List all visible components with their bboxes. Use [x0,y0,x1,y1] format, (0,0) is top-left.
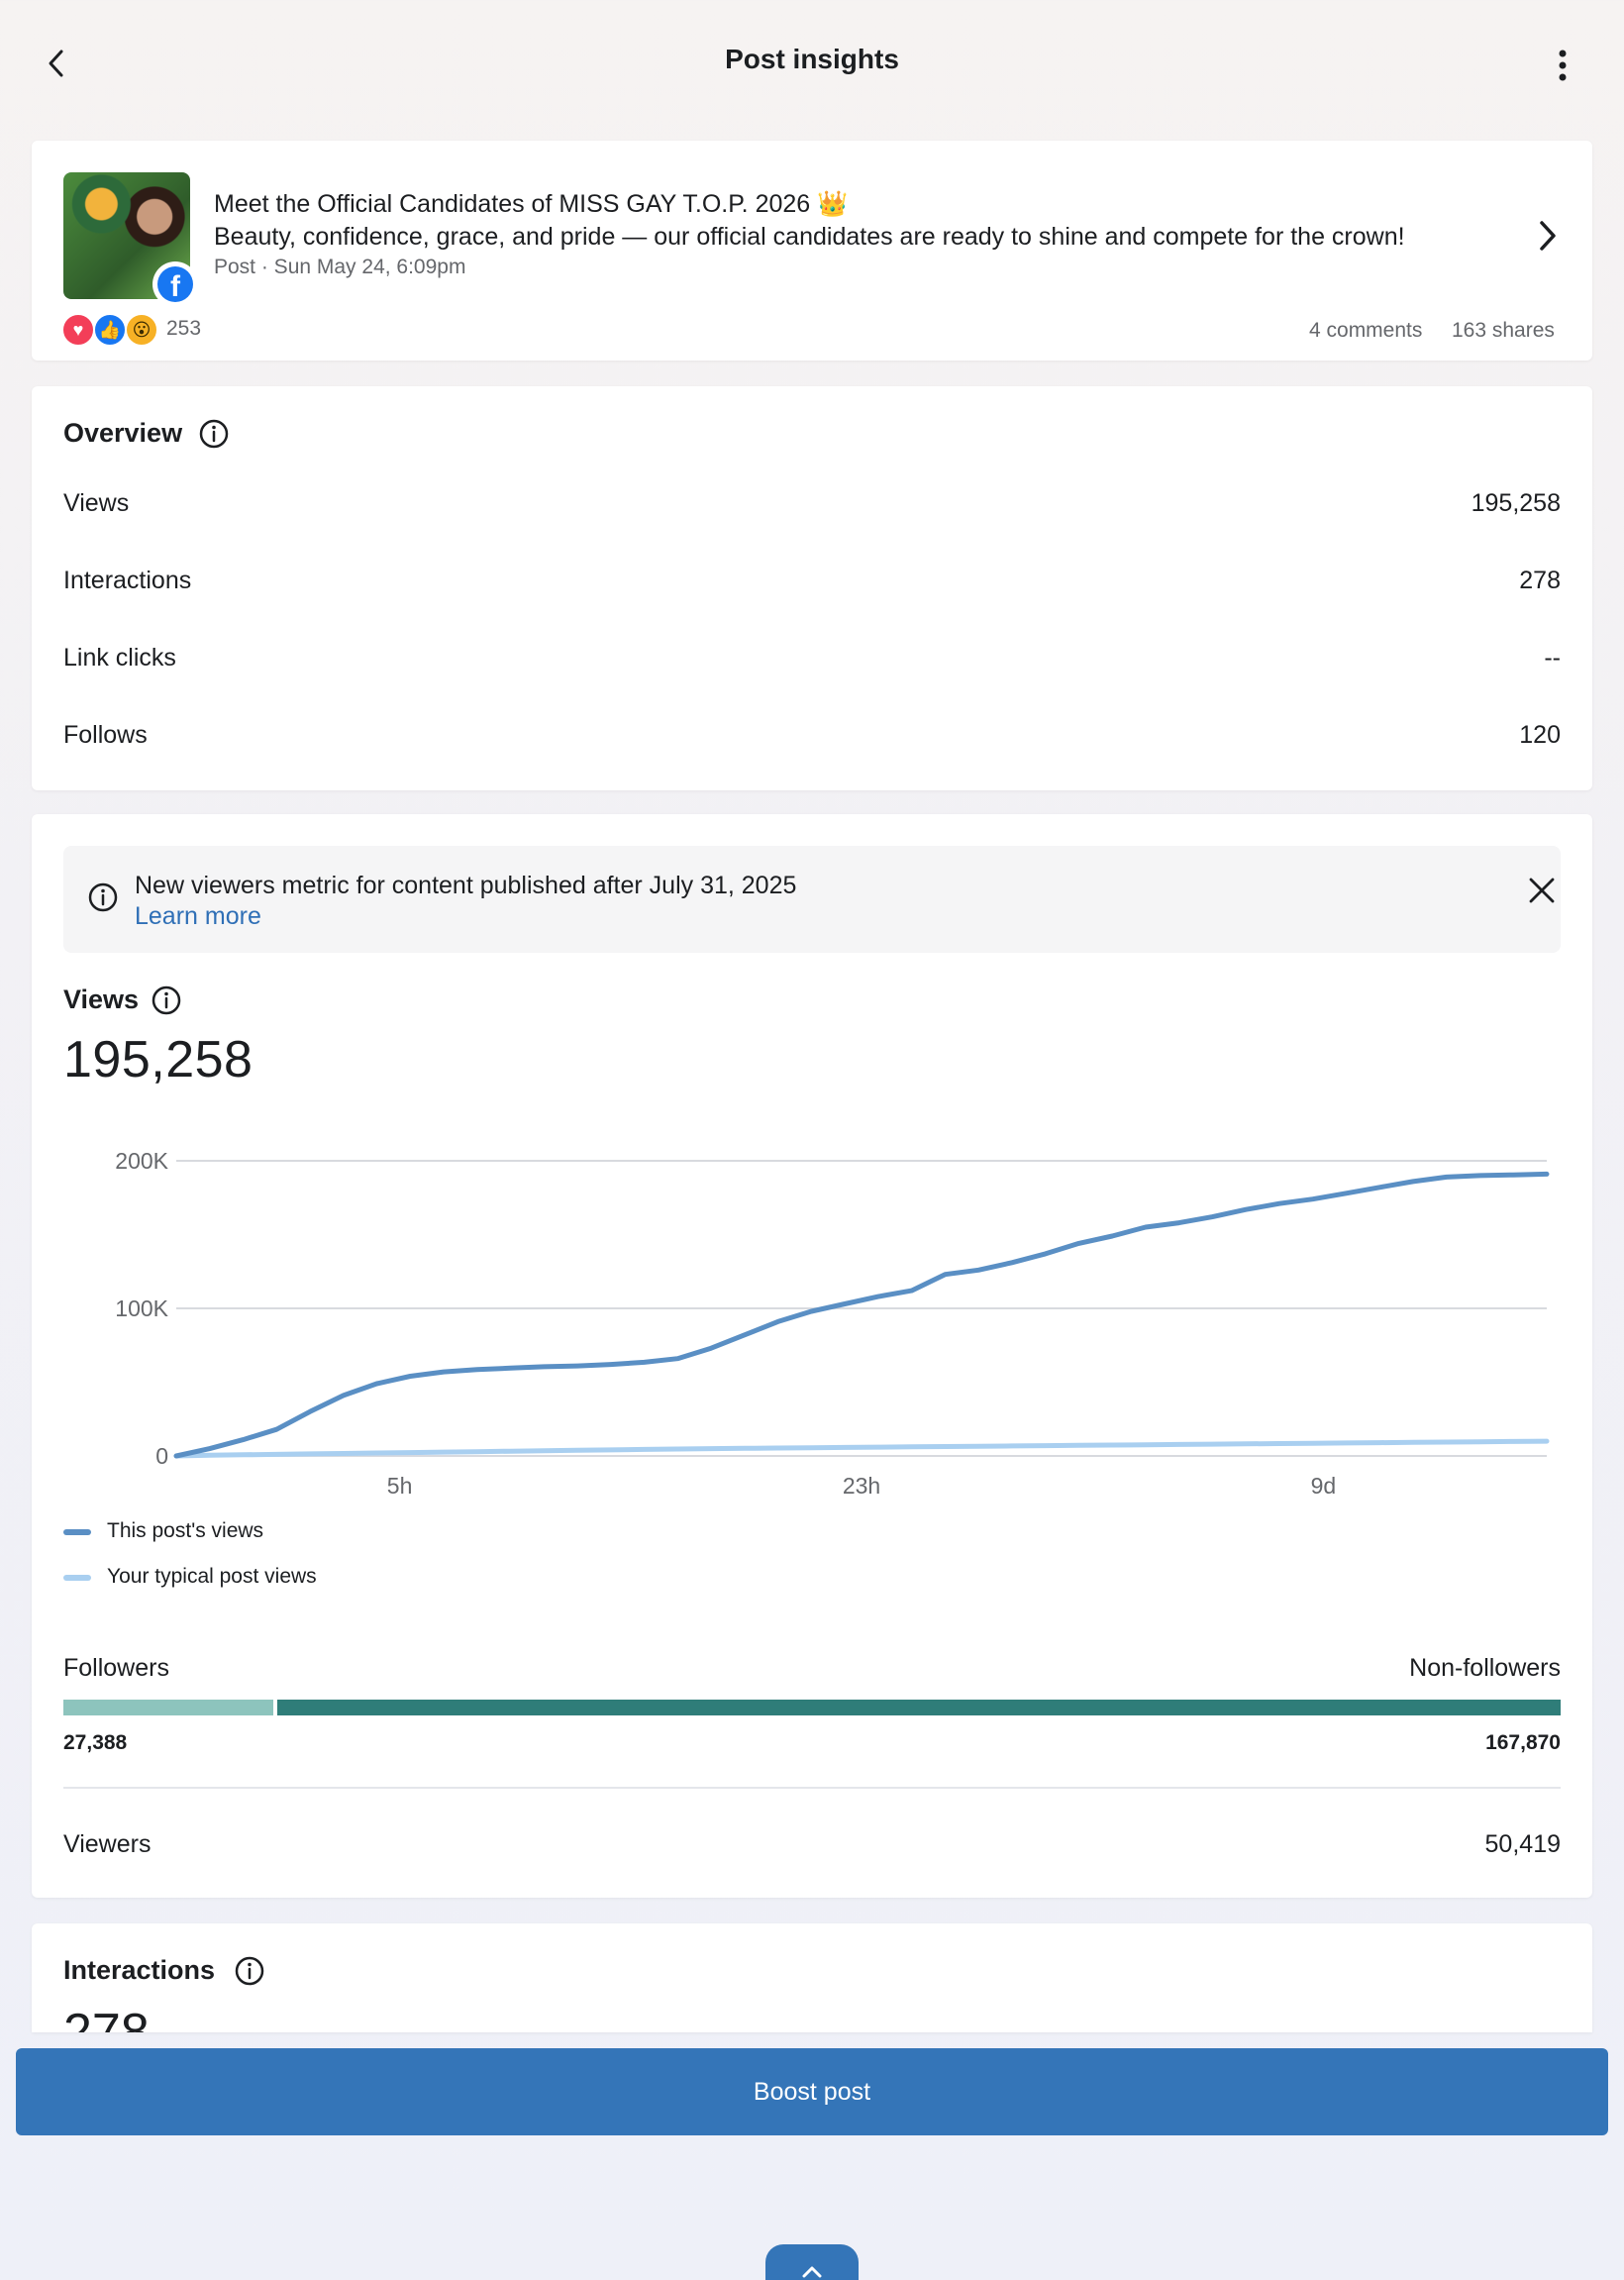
overview-follows-value: 120 [1519,721,1561,749]
series-line-typical [173,1438,1550,1459]
info-icon[interactable] [151,985,182,1016]
y-tick-label: 200K [115,1148,168,1174]
legend-label-typical: Your typical post views [107,1565,317,1588]
learn-more-link[interactable]: Learn more [135,902,261,930]
close-icon[interactable] [1527,876,1557,905]
facebook-icon: f [152,261,198,307]
interactions-total: 278 [63,2004,150,2032]
wow-reaction-icon: 😮 [125,313,158,347]
series-line-this-post [173,1171,1550,1459]
kebab-icon[interactable] [1545,46,1580,85]
overview-views-value: 195,258 [1471,489,1561,517]
y-tick-label: 0 [155,1443,168,1469]
overview-views-label: Views [63,489,130,517]
reactions-count: 253 [166,317,202,340]
top-bar: Post insights [0,0,1624,129]
page-title: Post insights [725,44,899,74]
shares-count[interactable]: 163 shares [1452,319,1555,342]
overview-interactions-value: 278 [1519,567,1561,594]
info-icon [88,882,118,912]
x-tick-label: 9d [1311,1473,1337,1499]
new-viewers-notice: New viewers metric for content published… [63,846,1561,953]
post-title: Meet the Official Candidates of MISS GAY… [214,190,849,218]
followers-label: Followers [63,1654,169,1682]
viewers-value: 50,419 [1484,1830,1561,1858]
chevron-left-icon[interactable] [40,46,75,81]
overview-card: Overview Views 195,258 Interactions 278 … [32,386,1592,790]
divider [63,1787,1561,1789]
chevron-up-icon [802,2266,822,2278]
legend-swatch-this-post [63,1529,91,1535]
love-reaction-icon: ♥ [61,313,95,347]
x-tick-label: 5h [387,1473,413,1499]
comments-count[interactable]: 4 comments [1309,319,1423,342]
views-title: Views [63,985,140,1014]
info-icon[interactable] [198,418,230,450]
info-icon[interactable] [234,1955,265,1987]
overview-link-clicks-value: -- [1544,644,1561,672]
x-tick-label: 23h [843,1473,880,1499]
views-line-chart: 0 100K 200K 5h 23h 9d [115,1148,1550,1499]
views-total: 195,258 [63,1031,254,1088]
post-meta: Post · Sun May 24, 6:09pm [214,256,466,278]
notice-text: New viewers metric for content published… [135,872,797,899]
interactions-title: Interactions [63,1955,216,1985]
legend-swatch-typical [63,1575,91,1581]
bottom-sheet-handle[interactable] [765,2244,859,2280]
non-followers-label: Non-followers [1409,1654,1561,1682]
y-tick-label: 100K [115,1295,168,1321]
non-followers-bar [277,1700,1561,1715]
non-followers-value: 167,870 [1485,1731,1561,1754]
followers-bar [63,1700,273,1715]
interactions-card: Interactions 278 [32,1923,1592,2032]
overview-interactions-label: Interactions [63,567,192,594]
boost-post-button[interactable]: Boost post [16,2048,1608,2135]
overview-link-clicks-label: Link clicks [63,644,176,672]
chevron-right-icon[interactable] [1533,218,1563,254]
post-card[interactable]: f Meet the Official Candidates of MISS G… [32,141,1592,361]
views-card: New viewers metric for content published… [32,814,1592,1898]
overview-title: Overview [63,418,183,448]
like-reaction-icon: 👍 [93,313,127,347]
legend-label-this-post: This post's views [107,1519,264,1542]
post-description: Beauty, confidence, grace, and pride — o… [214,223,1405,251]
overview-follows-label: Follows [63,721,148,749]
viewers-label: Viewers [63,1830,152,1858]
followers-value: 27,388 [63,1731,128,1754]
